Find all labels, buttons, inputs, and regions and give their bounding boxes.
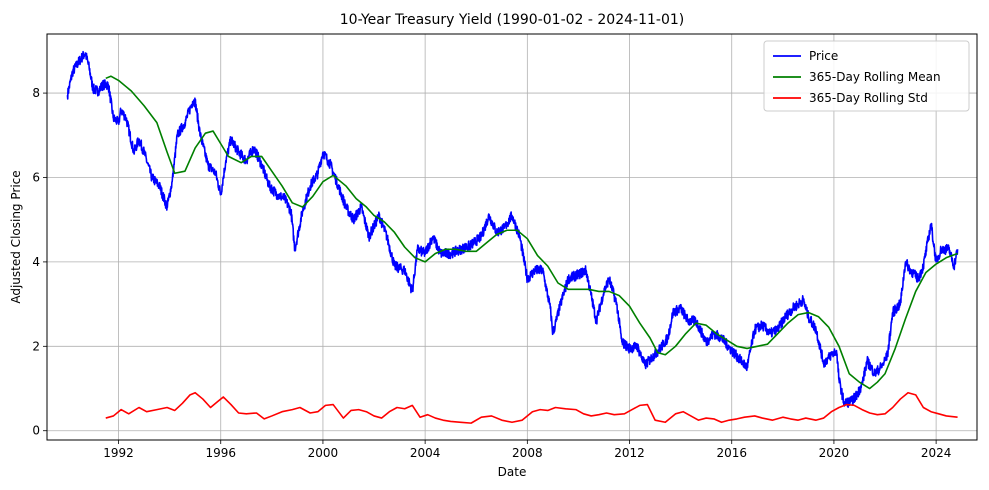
y-tick-label: 0 (32, 424, 40, 438)
plot-frame (46, 33, 978, 441)
x-axis-ticks: 1992 1996 2000 2004 2008 2012 2016 2020 2024 (103, 440, 951, 460)
x-tick-label: 2020 (819, 446, 850, 460)
x-tick-label: 2012 (614, 446, 645, 460)
x-tick-label: 2016 (716, 446, 747, 460)
x-axis-label: Date (498, 465, 527, 479)
x-tick-label: 2008 (512, 446, 543, 460)
x-tick-label: 2004 (410, 446, 441, 460)
x-tick-label: 1992 (103, 446, 134, 460)
series-line-365-day-rolling-mean (105, 75, 958, 390)
legend-box (763, 40, 970, 112)
x-tick-label: 1996 (205, 446, 236, 460)
legend-entry-365-day-rolling-mean: 365-Day Rolling Mean (809, 70, 941, 84)
x-tick-label: 2024 (921, 446, 952, 460)
legend-entry-price: Price (809, 49, 838, 63)
y-tick-label: 4 (32, 255, 40, 269)
series-lines (66, 50, 959, 424)
y-tick-label: 8 (32, 86, 40, 100)
series-line-price (66, 50, 959, 409)
y-axis-ticks: 0 2 4 6 8 (32, 86, 47, 438)
chart-title: 10-Year Treasury Yield (1990-01-02 - 202… (340, 12, 684, 28)
y-tick-label: 2 (32, 339, 40, 353)
y-tick-label: 6 (32, 170, 40, 184)
legend-entry-365-day-rolling-std: 365-Day Rolling Std (809, 91, 928, 105)
legend: Price 365-Day Rolling Mean 365-Day Rolling… (763, 40, 970, 112)
y-axis-label: Adjusted Closing Price (9, 170, 23, 303)
series-line-365-day-rolling-std (105, 391, 958, 424)
x-tick-label: 2000 (308, 446, 339, 460)
